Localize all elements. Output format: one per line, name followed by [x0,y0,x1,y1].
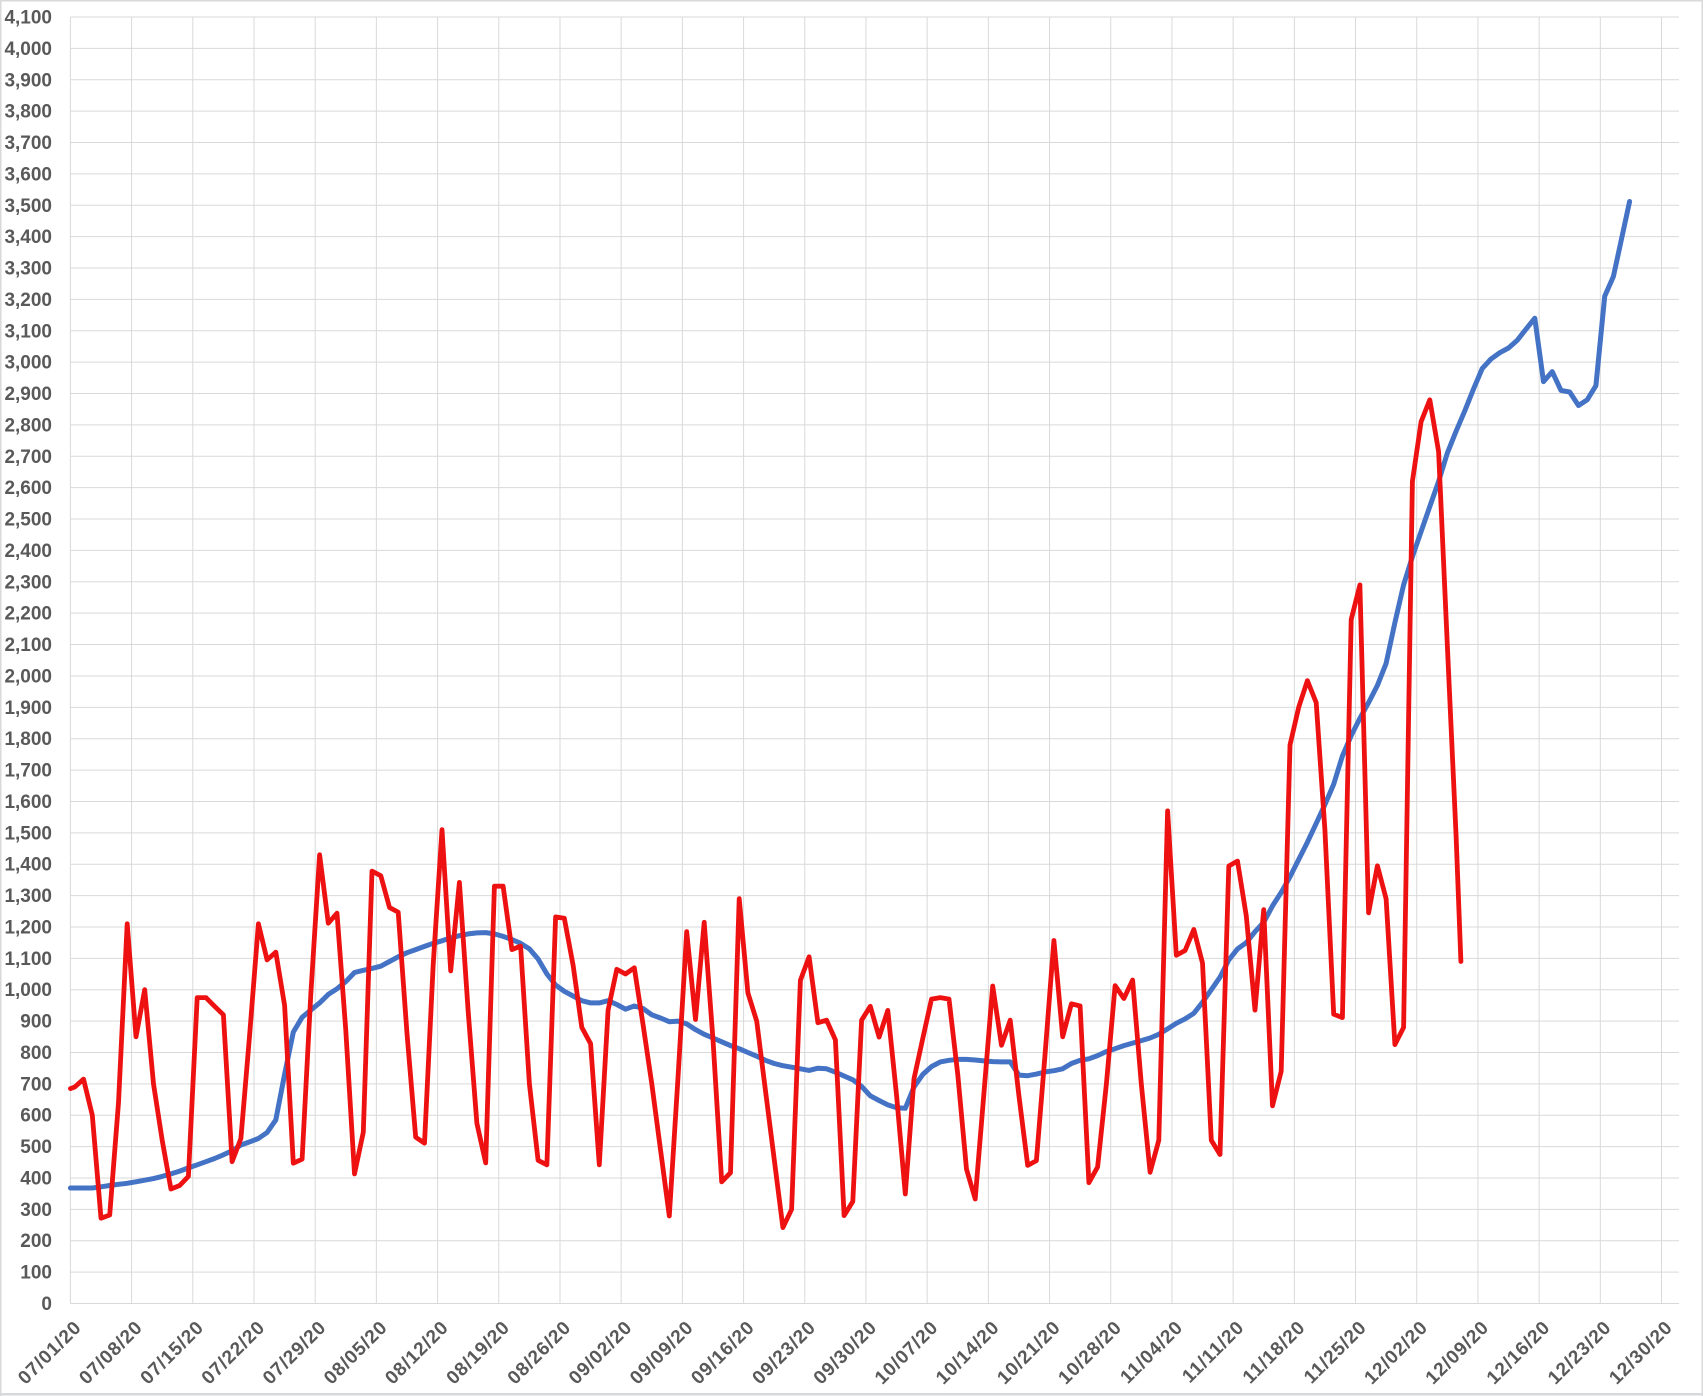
svg-text:1,900: 1,900 [4,698,52,719]
svg-text:2,600: 2,600 [4,478,52,499]
svg-text:0: 0 [41,1294,52,1315]
svg-text:1,300: 1,300 [4,886,52,907]
svg-text:1,600: 1,600 [4,792,52,813]
svg-text:2,700: 2,700 [4,447,52,468]
svg-text:3,000: 3,000 [4,353,52,374]
svg-text:3,800: 3,800 [4,102,52,123]
svg-text:1,100: 1,100 [4,949,52,970]
svg-text:1,500: 1,500 [4,823,52,844]
svg-text:3,700: 3,700 [4,133,52,154]
svg-text:1,400: 1,400 [4,855,52,876]
svg-text:4,000: 4,000 [4,39,52,60]
svg-text:2,300: 2,300 [4,572,52,593]
svg-text:400: 400 [20,1169,52,1190]
svg-text:700: 700 [20,1074,52,1095]
svg-text:1,200: 1,200 [4,918,52,939]
svg-text:800: 800 [20,1043,52,1064]
svg-text:2,800: 2,800 [4,415,52,436]
svg-text:2,200: 2,200 [4,604,52,625]
svg-text:200: 200 [20,1231,52,1252]
svg-text:600: 600 [20,1106,52,1127]
svg-text:3,300: 3,300 [4,259,52,280]
svg-text:1,800: 1,800 [4,729,52,750]
svg-text:2,500: 2,500 [4,510,52,531]
svg-text:3,100: 3,100 [4,321,52,342]
svg-text:1,000: 1,000 [4,980,52,1001]
svg-text:3,400: 3,400 [4,227,52,248]
svg-text:3,900: 3,900 [4,70,52,91]
svg-text:4,100: 4,100 [4,8,52,29]
svg-text:500: 500 [20,1137,52,1158]
svg-text:300: 300 [20,1200,52,1221]
svg-text:2,100: 2,100 [4,635,52,656]
svg-text:2,400: 2,400 [4,541,52,562]
svg-text:3,600: 3,600 [4,164,52,185]
svg-text:3,500: 3,500 [4,196,52,217]
svg-text:900: 900 [20,1012,52,1033]
svg-text:3,200: 3,200 [4,290,52,311]
svg-text:100: 100 [20,1263,52,1284]
svg-text:2,900: 2,900 [4,384,52,405]
svg-text:2,000: 2,000 [4,666,52,687]
svg-text:1,700: 1,700 [4,761,52,782]
